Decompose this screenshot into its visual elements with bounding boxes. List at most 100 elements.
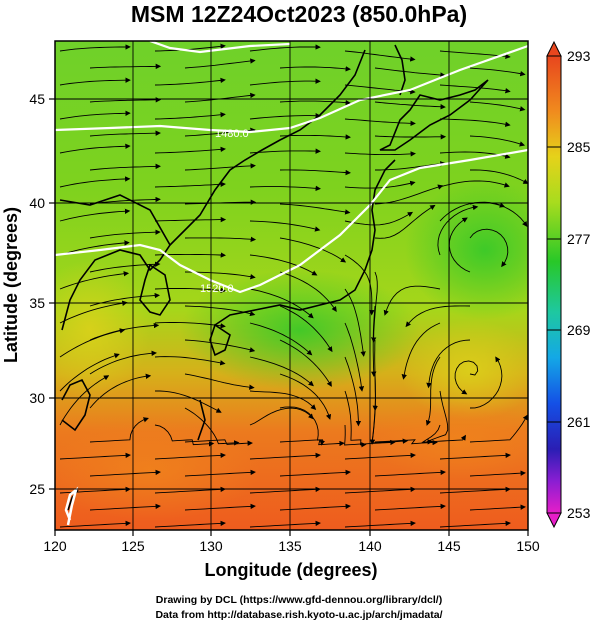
streamline — [279, 305, 333, 353]
streamline — [184, 58, 256, 69]
streamline — [469, 414, 528, 443]
streamline — [469, 356, 503, 409]
colorbar-scale — [546, 55, 562, 514]
drawing-credit: Drawing by DCL (https://www.gfd-dennou.o… — [156, 594, 442, 606]
lat-tick-label: 30 — [29, 390, 45, 406]
streamline — [59, 110, 131, 120]
streamline — [374, 469, 446, 477]
streamline — [279, 134, 351, 140]
warm-region — [400, 320, 528, 420]
lon-tick-label: 135 — [278, 538, 302, 554]
streamline — [59, 328, 126, 358]
streamline — [344, 50, 416, 62]
streamline — [439, 520, 511, 528]
streamline — [184, 469, 256, 477]
streamline — [89, 261, 161, 273]
plot-area: 1480.0 1520.0 — [55, 41, 528, 530]
streamline — [344, 211, 414, 226]
streamline — [344, 452, 416, 460]
lon-tick-label: 150 — [516, 538, 540, 554]
streamline — [249, 44, 321, 52]
streamline — [89, 63, 162, 70]
streamline — [344, 322, 365, 392]
streamline — [155, 390, 222, 413]
streamline — [59, 77, 131, 86]
streamline — [426, 390, 449, 445]
streamline — [249, 288, 314, 319]
streamline — [344, 356, 362, 427]
streamline — [249, 185, 321, 192]
lat-tick-label: 35 — [29, 295, 45, 311]
contour-label: 1520.0 — [200, 283, 234, 295]
streamline — [279, 373, 332, 420]
streamline — [89, 469, 161, 477]
streamline — [154, 452, 226, 460]
streamline — [59, 375, 110, 426]
streamline — [59, 452, 131, 460]
streamline — [154, 216, 227, 223]
streamline — [344, 390, 367, 448]
streamline — [154, 424, 215, 447]
streamline — [370, 271, 378, 343]
streamline — [344, 486, 416, 494]
streamline — [374, 204, 436, 239]
streamline — [469, 504, 526, 511]
streamline — [89, 97, 162, 103]
streamline — [249, 322, 313, 356]
streamline — [344, 151, 416, 157]
streamline — [405, 305, 471, 328]
lon-tick-label: 140 — [358, 538, 382, 554]
streamline — [154, 43, 226, 52]
streamline — [89, 417, 149, 443]
streamline — [454, 360, 479, 395]
streamline — [469, 228, 509, 268]
streamline — [249, 148, 321, 154]
streamline — [59, 353, 120, 392]
streamline — [374, 67, 446, 78]
streamline — [439, 118, 511, 127]
streamline — [59, 240, 130, 256]
streamline — [154, 112, 226, 120]
streamline — [89, 229, 161, 239]
lon-tick-label: 120 — [43, 538, 67, 554]
streamline — [469, 470, 526, 477]
streamline — [184, 163, 256, 171]
colorbar-tick-label: 285 — [567, 139, 591, 155]
colorbar: 293 285 277 269 261 253 — [546, 40, 591, 529]
streamline — [249, 356, 314, 387]
colorbar-tick-label: 293 — [567, 48, 591, 64]
streamline — [59, 300, 128, 324]
streamline — [439, 486, 511, 494]
streamline — [59, 208, 131, 222]
streamline — [374, 134, 447, 140]
x-axis-label: Longitude (degrees) — [204, 560, 377, 580]
lon-tick-label: 145 — [437, 538, 461, 554]
streamline — [154, 486, 226, 494]
colorbar-tick-label: 253 — [567, 505, 591, 521]
warm-region — [55, 260, 150, 400]
streamline — [249, 407, 314, 426]
streamline — [439, 452, 511, 460]
streamline — [344, 180, 416, 189]
streamline — [279, 439, 345, 447]
streamline — [469, 135, 526, 147]
streamline — [249, 113, 321, 120]
colorbar-tick-label: 277 — [567, 231, 591, 247]
streamline — [184, 373, 255, 390]
streamline — [59, 176, 131, 188]
streamline — [89, 373, 152, 409]
streamline — [344, 288, 366, 357]
streamline — [184, 439, 253, 446]
streamline — [249, 220, 321, 232]
streamline — [154, 322, 226, 329]
streamline — [154, 287, 226, 294]
plot-frame — [54, 40, 529, 531]
colorbar-max-arrow — [546, 40, 562, 57]
streamline — [279, 237, 347, 263]
streamlines — [59, 43, 528, 528]
streamline — [469, 101, 526, 112]
streamline — [344, 118, 416, 127]
map-title: MSM 12Z24Oct2023 (850.0hPa) — [131, 1, 467, 27]
streamline — [154, 77, 226, 86]
